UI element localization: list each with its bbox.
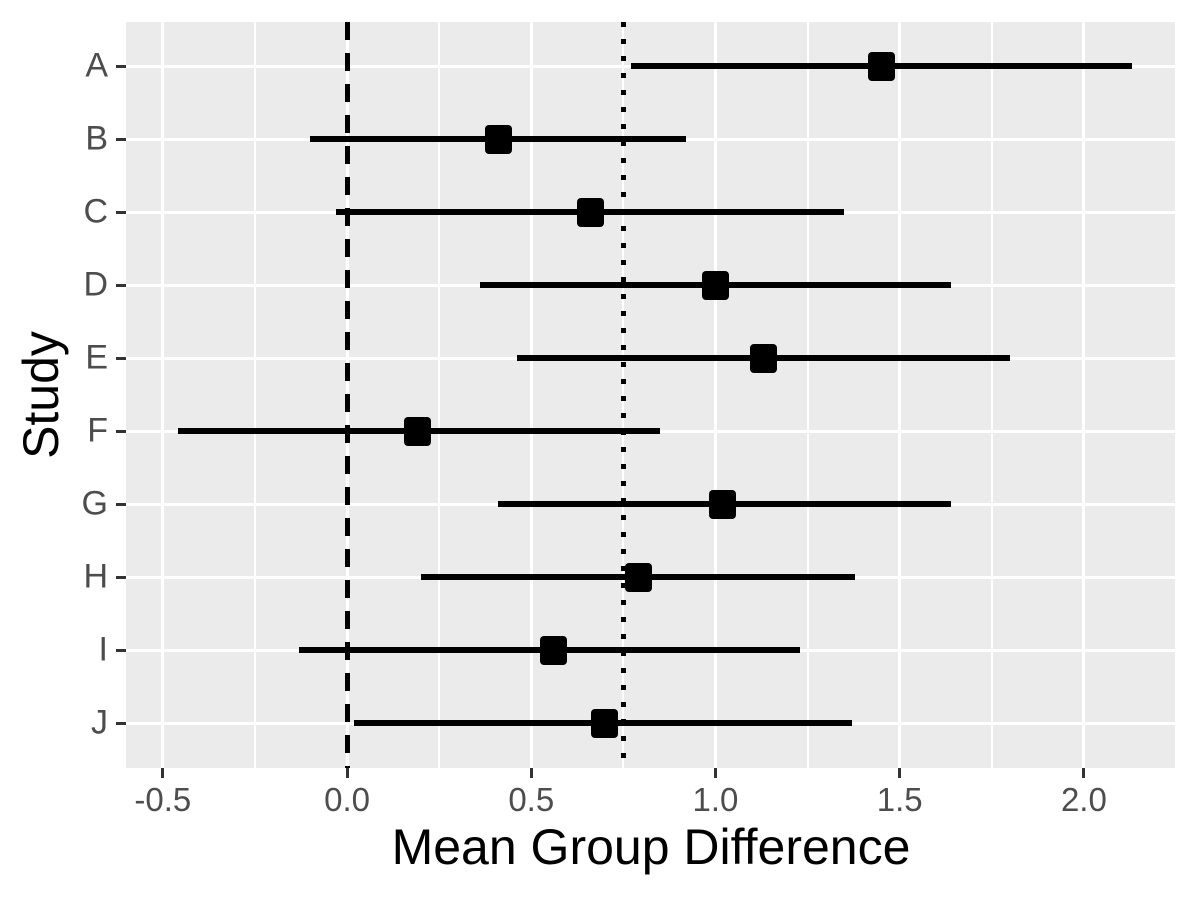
- vertical-gridline-minor: [990, 22, 993, 768]
- x-axis-tick-mark: [529, 768, 533, 778]
- y-axis-tick-mark: [116, 210, 126, 214]
- y-tick-label-study-C: C: [83, 192, 108, 231]
- y-tick-label-study-F: F: [87, 411, 108, 450]
- point-estimate-marker-study-J: [591, 708, 619, 738]
- x-tick-label: 1.0: [692, 781, 739, 818]
- x-tick-label: 1.5: [876, 781, 923, 818]
- reference-line-dotted: [620, 22, 626, 768]
- x-axis-tick-mark: [161, 768, 165, 778]
- x-axis-tick-mark: [713, 768, 717, 778]
- y-axis-tick-mark: [116, 283, 126, 287]
- vertical-gridline-minor: [1175, 22, 1176, 768]
- vertical-gridline-minor: [253, 22, 256, 768]
- point-estimate-marker-study-I: [539, 635, 567, 665]
- x-tick-label: 0.0: [324, 781, 370, 818]
- point-estimate-marker-study-F: [403, 416, 431, 446]
- vertical-gridline-major: [898, 22, 902, 768]
- point-estimate-marker-study-C: [576, 197, 604, 227]
- x-tick-label: -0.5: [134, 781, 192, 818]
- y-axis-tick-mark: [116, 64, 126, 68]
- y-axis-tick-mark: [116, 137, 126, 141]
- y-tick-label-study-G: G: [81, 484, 108, 523]
- plot-panel: [126, 22, 1176, 768]
- point-estimate-marker-study-B: [484, 124, 512, 154]
- y-tick-label-study-D: D: [83, 265, 108, 304]
- x-tick-label: 0.5: [508, 781, 555, 818]
- vertical-gridline-minor: [438, 22, 441, 768]
- y-axis-tick-mark: [116, 648, 126, 652]
- y-axis-tick-mark: [116, 429, 126, 433]
- y-tick-label-study-J: J: [91, 703, 108, 742]
- y-tick-label-study-I: I: [98, 630, 108, 669]
- x-axis-tick-mark: [898, 768, 902, 778]
- y-axis-tick-mark: [116, 721, 126, 725]
- point-estimate-marker-study-E: [749, 343, 777, 373]
- vertical-gridline-major: [713, 22, 717, 768]
- y-tick-label-study-B: B: [85, 119, 108, 158]
- reference-line-dashed: [344, 22, 350, 768]
- y-tick-label-study-E: E: [85, 338, 108, 377]
- vertical-gridline-major: [529, 22, 533, 768]
- x-axis-title: Mean Group Difference: [391, 819, 911, 875]
- point-estimate-marker-study-A: [867, 51, 895, 81]
- y-axis-title: Study: [13, 331, 69, 459]
- point-estimate-marker-study-G: [709, 489, 737, 519]
- point-estimate-marker-study-H: [624, 562, 652, 592]
- y-axis-tick-mark: [116, 356, 126, 360]
- vertical-gridline-minor: [806, 22, 809, 768]
- x-axis-tick-mark: [1082, 768, 1086, 778]
- x-axis-tick-mark: [345, 768, 349, 778]
- point-estimate-marker-study-D: [701, 270, 729, 300]
- y-tick-label-study-H: H: [83, 557, 108, 596]
- x-tick-label: 2.0: [1060, 781, 1107, 818]
- y-axis-tick-mark: [116, 502, 126, 506]
- vertical-gridline-major: [161, 22, 165, 768]
- y-tick-label-study-A: A: [85, 46, 108, 85]
- y-axis-tick-mark: [116, 575, 126, 579]
- vertical-gridline-major: [1082, 22, 1086, 768]
